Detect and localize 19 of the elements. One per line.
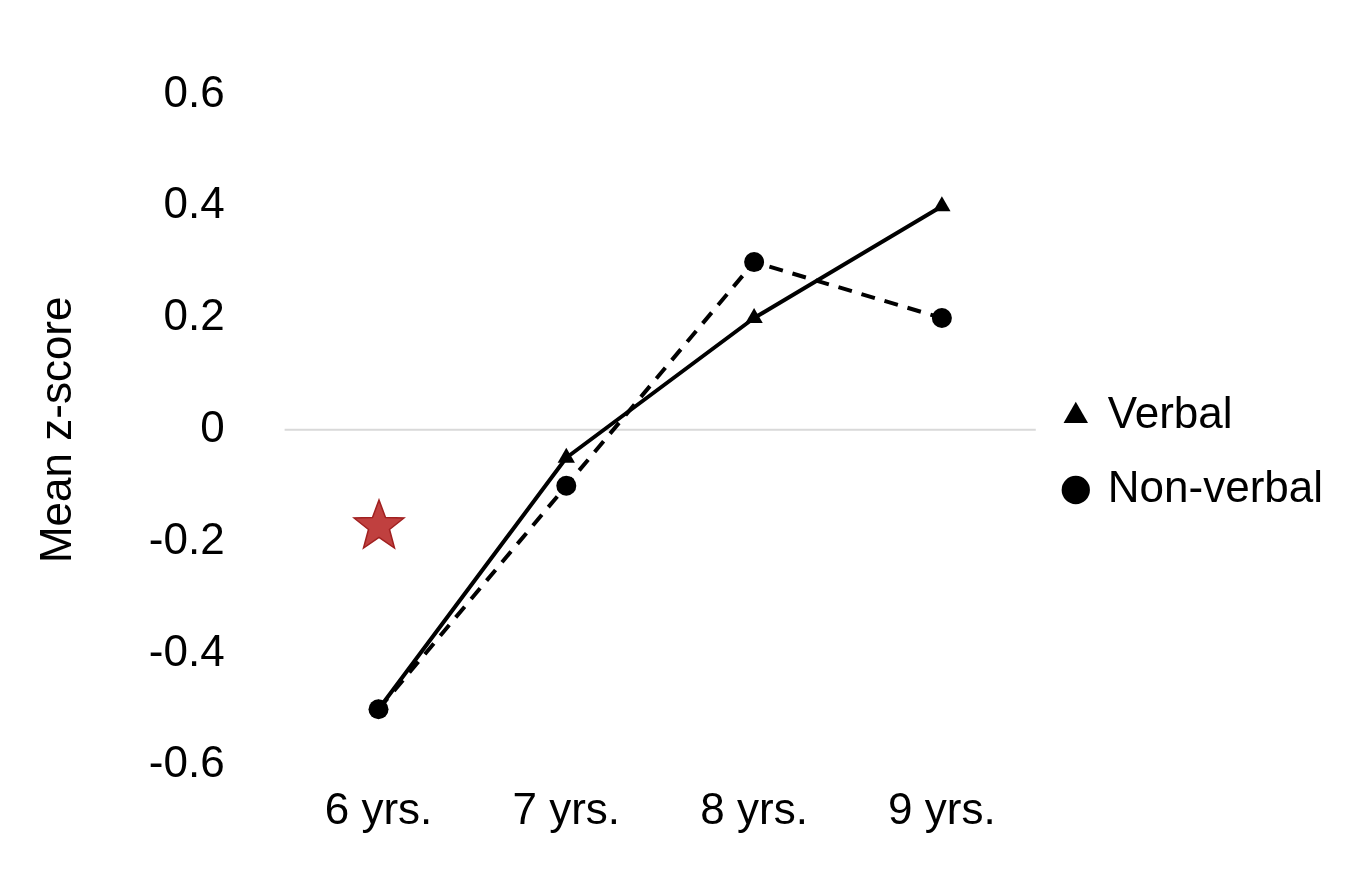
legend-label: Verbal	[1107, 388, 1233, 438]
y-tick-label: 0.4	[163, 178, 225, 228]
point	[556, 475, 577, 496]
legend-label: Non-verbal	[1107, 462, 1324, 512]
y-tick-label: -0.4	[148, 625, 225, 675]
x-tick-label: 8 yrs.	[700, 783, 808, 833]
x-tick-label: 7 yrs.	[512, 783, 621, 833]
y-tick-label: 0.2	[163, 290, 225, 340]
point	[931, 308, 952, 328]
y-axis-title: Mean z-score	[30, 296, 80, 564]
x-tick-label: 6 yrs.	[324, 783, 433, 833]
point	[557, 447, 575, 463]
point	[745, 308, 763, 323]
y-tick-label: -0.2	[148, 513, 225, 563]
y-tick-label: 0.6	[163, 66, 225, 116]
x-tick-label: 9 yrs.	[888, 783, 996, 833]
point	[933, 196, 951, 212]
y-tick-label: 0	[200, 401, 225, 451]
y-tick-label: -0.6	[148, 737, 225, 787]
